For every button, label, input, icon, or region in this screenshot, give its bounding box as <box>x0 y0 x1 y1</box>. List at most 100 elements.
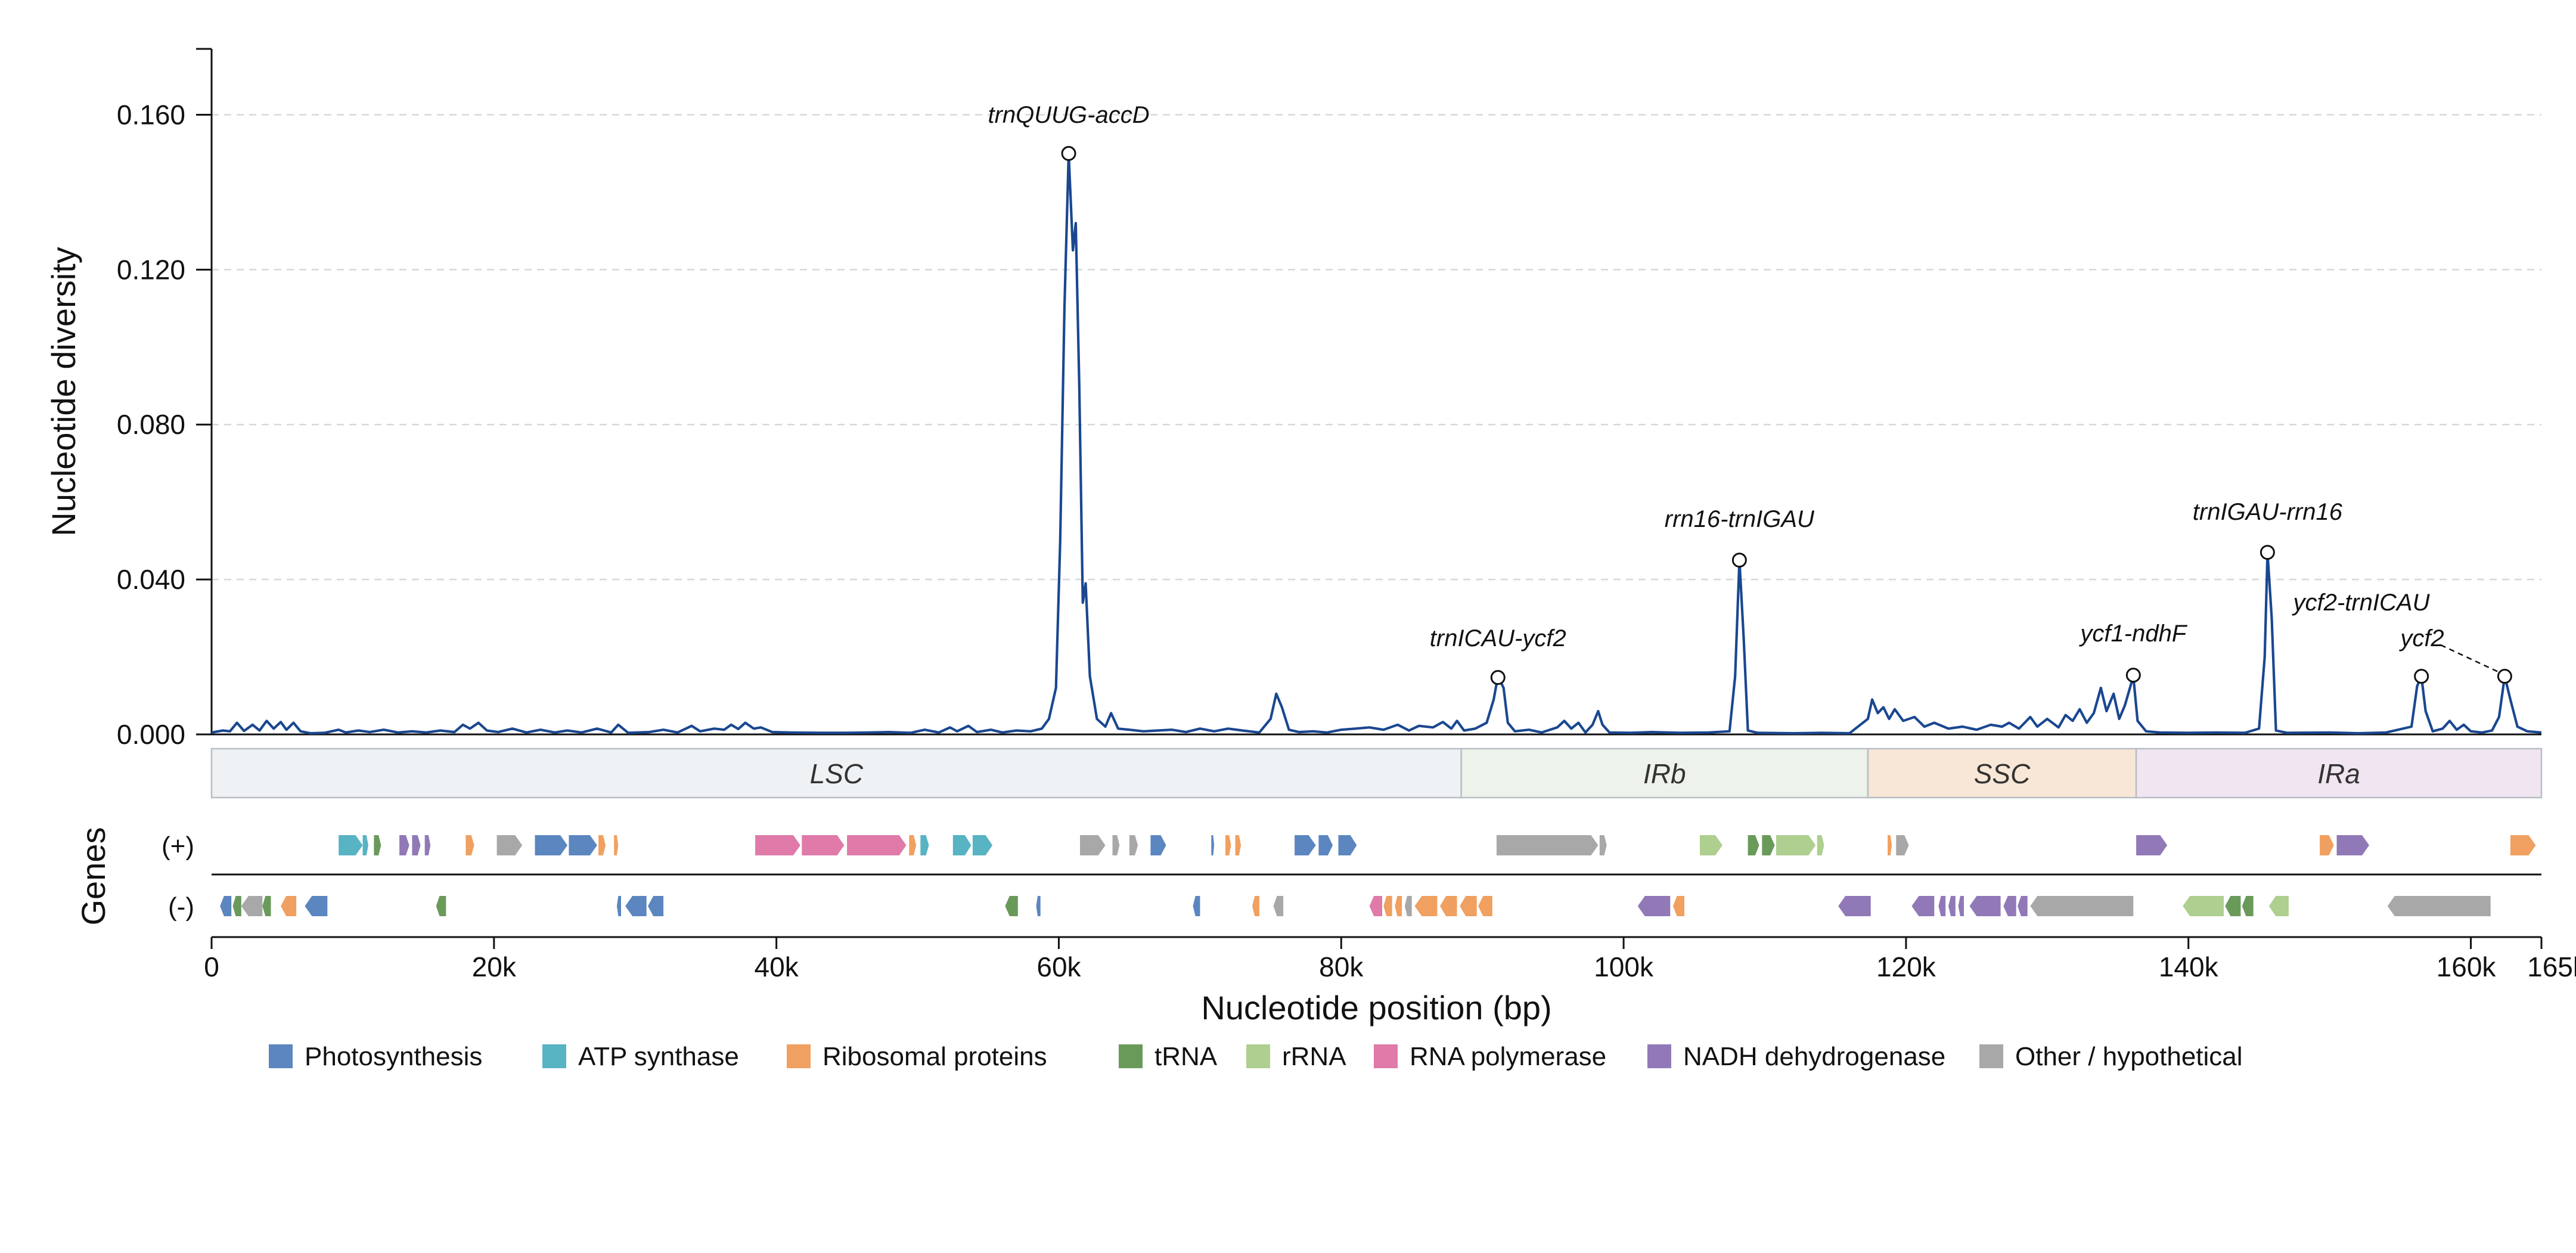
gene-tracks <box>220 835 2536 916</box>
annotation-marker <box>2497 669 2512 684</box>
annotation-marker <box>1061 145 1076 161</box>
gene-arrow <box>1404 896 1412 916</box>
legend-label: Ribosomal proteins <box>823 1042 1047 1071</box>
legend-swatch <box>787 1044 811 1068</box>
gene-arrow <box>1036 896 1041 916</box>
legend-label: RNA polymerase <box>1410 1042 1606 1071</box>
region-label: IRb <box>1643 758 1686 789</box>
gene-arrow <box>2268 896 2289 916</box>
legend-label: Other / hypothetical <box>2015 1042 2243 1071</box>
gene-arrow <box>1911 896 1935 916</box>
gene-arrow <box>2242 896 2254 916</box>
gene-arrow <box>241 896 263 916</box>
gene-arrow <box>412 835 421 855</box>
annotation-label: trnICAU-ycf2 <box>1430 625 1566 652</box>
gene-arrow <box>1762 835 1775 855</box>
annotation-marker <box>1490 669 1506 685</box>
gene-arrow <box>262 896 271 916</box>
gene-arrow <box>436 896 446 916</box>
legend-swatch <box>1979 1044 2003 1068</box>
gene-arrow <box>1440 896 1457 916</box>
gene-arrow <box>1700 835 1722 855</box>
gene-arrow <box>305 896 328 916</box>
gene-arrow <box>1129 835 1138 855</box>
gene-arrow <box>1414 896 1438 916</box>
region-label: SSC <box>1974 758 2031 789</box>
gene-arrow <box>1211 835 1215 855</box>
gene-arrow <box>1252 896 1259 916</box>
x-tick-label: 140k <box>2159 951 2219 982</box>
gene-arrow <box>2030 896 2134 916</box>
gene-arrow <box>1896 835 1909 855</box>
gene-arrow <box>374 835 381 855</box>
gene-arrow <box>1295 835 1316 855</box>
annotation-marker <box>2260 545 2275 560</box>
annotation-marker <box>2414 669 2429 684</box>
legend-label: ATP synthase <box>578 1042 739 1071</box>
gene-arrow <box>465 835 474 855</box>
gene-arrow <box>1318 835 1333 855</box>
minus-strand-label: (-) <box>168 892 194 922</box>
x-tick-label: 100k <box>1594 951 1654 982</box>
y-gridlines <box>212 114 2541 581</box>
y-tick-label: 0.000 <box>117 719 185 750</box>
legend-label: tRNA <box>1154 1042 1218 1071</box>
legend-swatch <box>269 1044 293 1068</box>
gene-arrow <box>1958 896 1964 916</box>
gene-arrow <box>1395 896 1402 916</box>
annotation-label: rrn16-trnIGAU <box>1665 506 1815 532</box>
gene-arrow <box>1938 896 1946 916</box>
gene-arrow <box>1948 896 1956 916</box>
x-tick-label: 0 <box>204 951 219 982</box>
y-tick-label: 0.120 <box>117 254 185 285</box>
gene-arrow <box>1150 835 1166 855</box>
legend-swatch <box>542 1044 566 1068</box>
region-block <box>1460 748 1869 799</box>
x-axis-ticks: 0 20k 40k 60k 80k 100k 120k 140k 160k 165k <box>204 937 2576 982</box>
legend-label: Photosynthesis <box>305 1042 482 1071</box>
legend-label: NADH dehydrogenase <box>1683 1042 1945 1071</box>
genes-track-title: Genes <box>75 827 112 926</box>
gene-arrow <box>616 896 621 916</box>
region-block <box>210 748 1462 799</box>
legend-swatch <box>1119 1044 1143 1068</box>
gene-arrow <box>220 896 232 916</box>
annotation-label: trnIGAU-rrn16 <box>2193 499 2343 525</box>
gene-arrow <box>909 835 917 855</box>
gene-arrow <box>232 896 241 916</box>
gene-arrow <box>2336 835 2369 855</box>
gene-arrow <box>802 835 845 855</box>
gene-arrow <box>569 835 597 855</box>
y-axis-ticks: 0.000 0.040 0.080 0.120 0.160 <box>117 48 212 750</box>
x-tick-label: 165k <box>2527 951 2576 982</box>
y-tick-label: 0.160 <box>117 99 185 130</box>
gene-arrow <box>598 835 606 855</box>
gene-arrow <box>362 835 368 855</box>
gene-arrow <box>1005 896 1018 916</box>
gene-arrow <box>399 835 409 855</box>
plus-strand-label: (+) <box>162 832 194 861</box>
gene-arrow <box>1460 896 1477 916</box>
gene-arrow <box>1969 896 2001 916</box>
gene-arrow <box>1637 896 1671 916</box>
gene-arrow <box>952 835 972 855</box>
annotation-leader-line <box>2440 644 2498 672</box>
region-block <box>2135 748 2543 799</box>
x-tick-label: 20k <box>472 951 517 982</box>
gene-arrow <box>339 835 363 855</box>
gene-arrow <box>535 835 567 855</box>
gene-arrow <box>1478 896 1492 916</box>
gene-arrow <box>755 835 800 855</box>
gene-arrow <box>424 835 431 855</box>
gene-arrow <box>2510 835 2536 855</box>
gene-arrow <box>625 896 647 916</box>
y-tick-label: 0.040 <box>117 564 185 595</box>
y-axis-title: Nucleotide diversity <box>45 247 82 536</box>
gene-arrow <box>2225 896 2241 916</box>
annotation-label: ycf2 <box>2398 625 2444 652</box>
legend-swatch <box>1246 1044 1270 1068</box>
legend-swatch <box>1374 1044 1398 1068</box>
gene-arrow <box>1888 835 1892 855</box>
gene-arrow <box>648 896 664 916</box>
